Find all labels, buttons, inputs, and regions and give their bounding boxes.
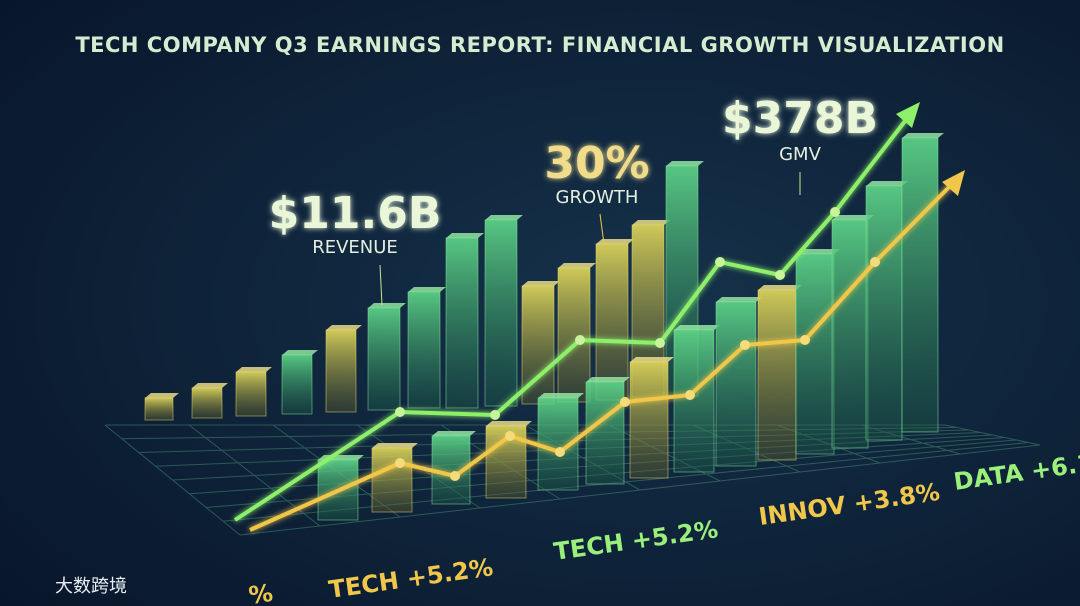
bar-top	[586, 377, 630, 382]
bar	[795, 253, 835, 455]
point	[800, 335, 810, 345]
bar-top	[326, 325, 362, 330]
point	[715, 257, 725, 267]
bar	[865, 185, 903, 441]
bar-top	[716, 297, 762, 302]
bar-top	[632, 220, 670, 225]
bar	[484, 219, 518, 407]
bar-top	[596, 239, 634, 244]
bar-top	[558, 263, 596, 268]
point	[450, 471, 460, 481]
leader	[379, 264, 383, 306]
bar-top	[522, 281, 560, 286]
bar-top	[192, 383, 228, 388]
bar	[407, 291, 441, 409]
bar-top	[432, 431, 476, 436]
point	[655, 338, 665, 348]
bar-top	[485, 215, 523, 220]
point	[620, 397, 630, 407]
bars	[144, 133, 944, 521]
grid-line	[239, 444, 1041, 536]
point	[775, 270, 785, 280]
point	[685, 390, 695, 400]
bar-top	[368, 303, 406, 308]
bar-top	[630, 357, 674, 362]
callout-label: GROWTH	[556, 187, 639, 208]
bar-top	[832, 215, 874, 220]
callout-value: $378B	[722, 93, 878, 144]
bar	[445, 237, 479, 409]
callout-value: $11.6B	[269, 188, 442, 239]
bar	[585, 381, 625, 485]
bar-top	[866, 181, 908, 186]
bar-top	[236, 367, 272, 372]
bar-top	[902, 133, 944, 138]
points	[395, 207, 880, 481]
bar-top	[486, 421, 532, 426]
bar-top	[408, 287, 446, 292]
bar	[557, 267, 591, 403]
ticker: %	[247, 579, 275, 606]
point	[830, 207, 840, 217]
green-arrow-head	[896, 102, 920, 128]
bar-top	[145, 393, 179, 398]
bar-top	[796, 249, 840, 254]
bar	[715, 301, 757, 467]
callout: $378B GMV	[722, 93, 878, 195]
point	[490, 410, 500, 420]
bar-top	[538, 393, 584, 398]
bar	[629, 361, 669, 479]
callout: 30% GROWTH	[544, 138, 650, 245]
bar	[235, 371, 267, 417]
point	[395, 407, 405, 417]
point	[575, 335, 585, 345]
bar	[757, 289, 797, 461]
yellow-arrow-head	[942, 170, 965, 196]
watermark: 大数跨境	[55, 576, 127, 597]
bar	[367, 307, 401, 411]
bar-top	[674, 325, 720, 330]
point	[740, 340, 750, 350]
bar-top	[446, 233, 484, 238]
bar	[901, 137, 939, 433]
bar	[595, 243, 629, 401]
bar-top	[372, 443, 418, 448]
leader	[599, 213, 605, 245]
bar-top	[666, 161, 704, 166]
point	[395, 458, 405, 468]
bar	[281, 354, 313, 415]
bar-top	[282, 350, 318, 355]
title: TECH COMPANY Q3 EARNINGS REPORT: FINANCI…	[75, 33, 1004, 57]
bar	[673, 329, 715, 473]
bar-top	[758, 285, 802, 290]
bar	[371, 447, 413, 513]
bar	[191, 387, 223, 419]
callout-label: GMV	[779, 144, 821, 165]
bar	[325, 329, 357, 413]
callout-value: 30%	[544, 138, 649, 189]
point	[870, 257, 880, 267]
point	[555, 447, 565, 457]
bar	[144, 397, 174, 421]
point	[505, 431, 515, 441]
callout-label: REVENUE	[312, 237, 398, 258]
bar	[831, 219, 869, 449]
callout: $11.6B REVENUE	[269, 188, 442, 306]
